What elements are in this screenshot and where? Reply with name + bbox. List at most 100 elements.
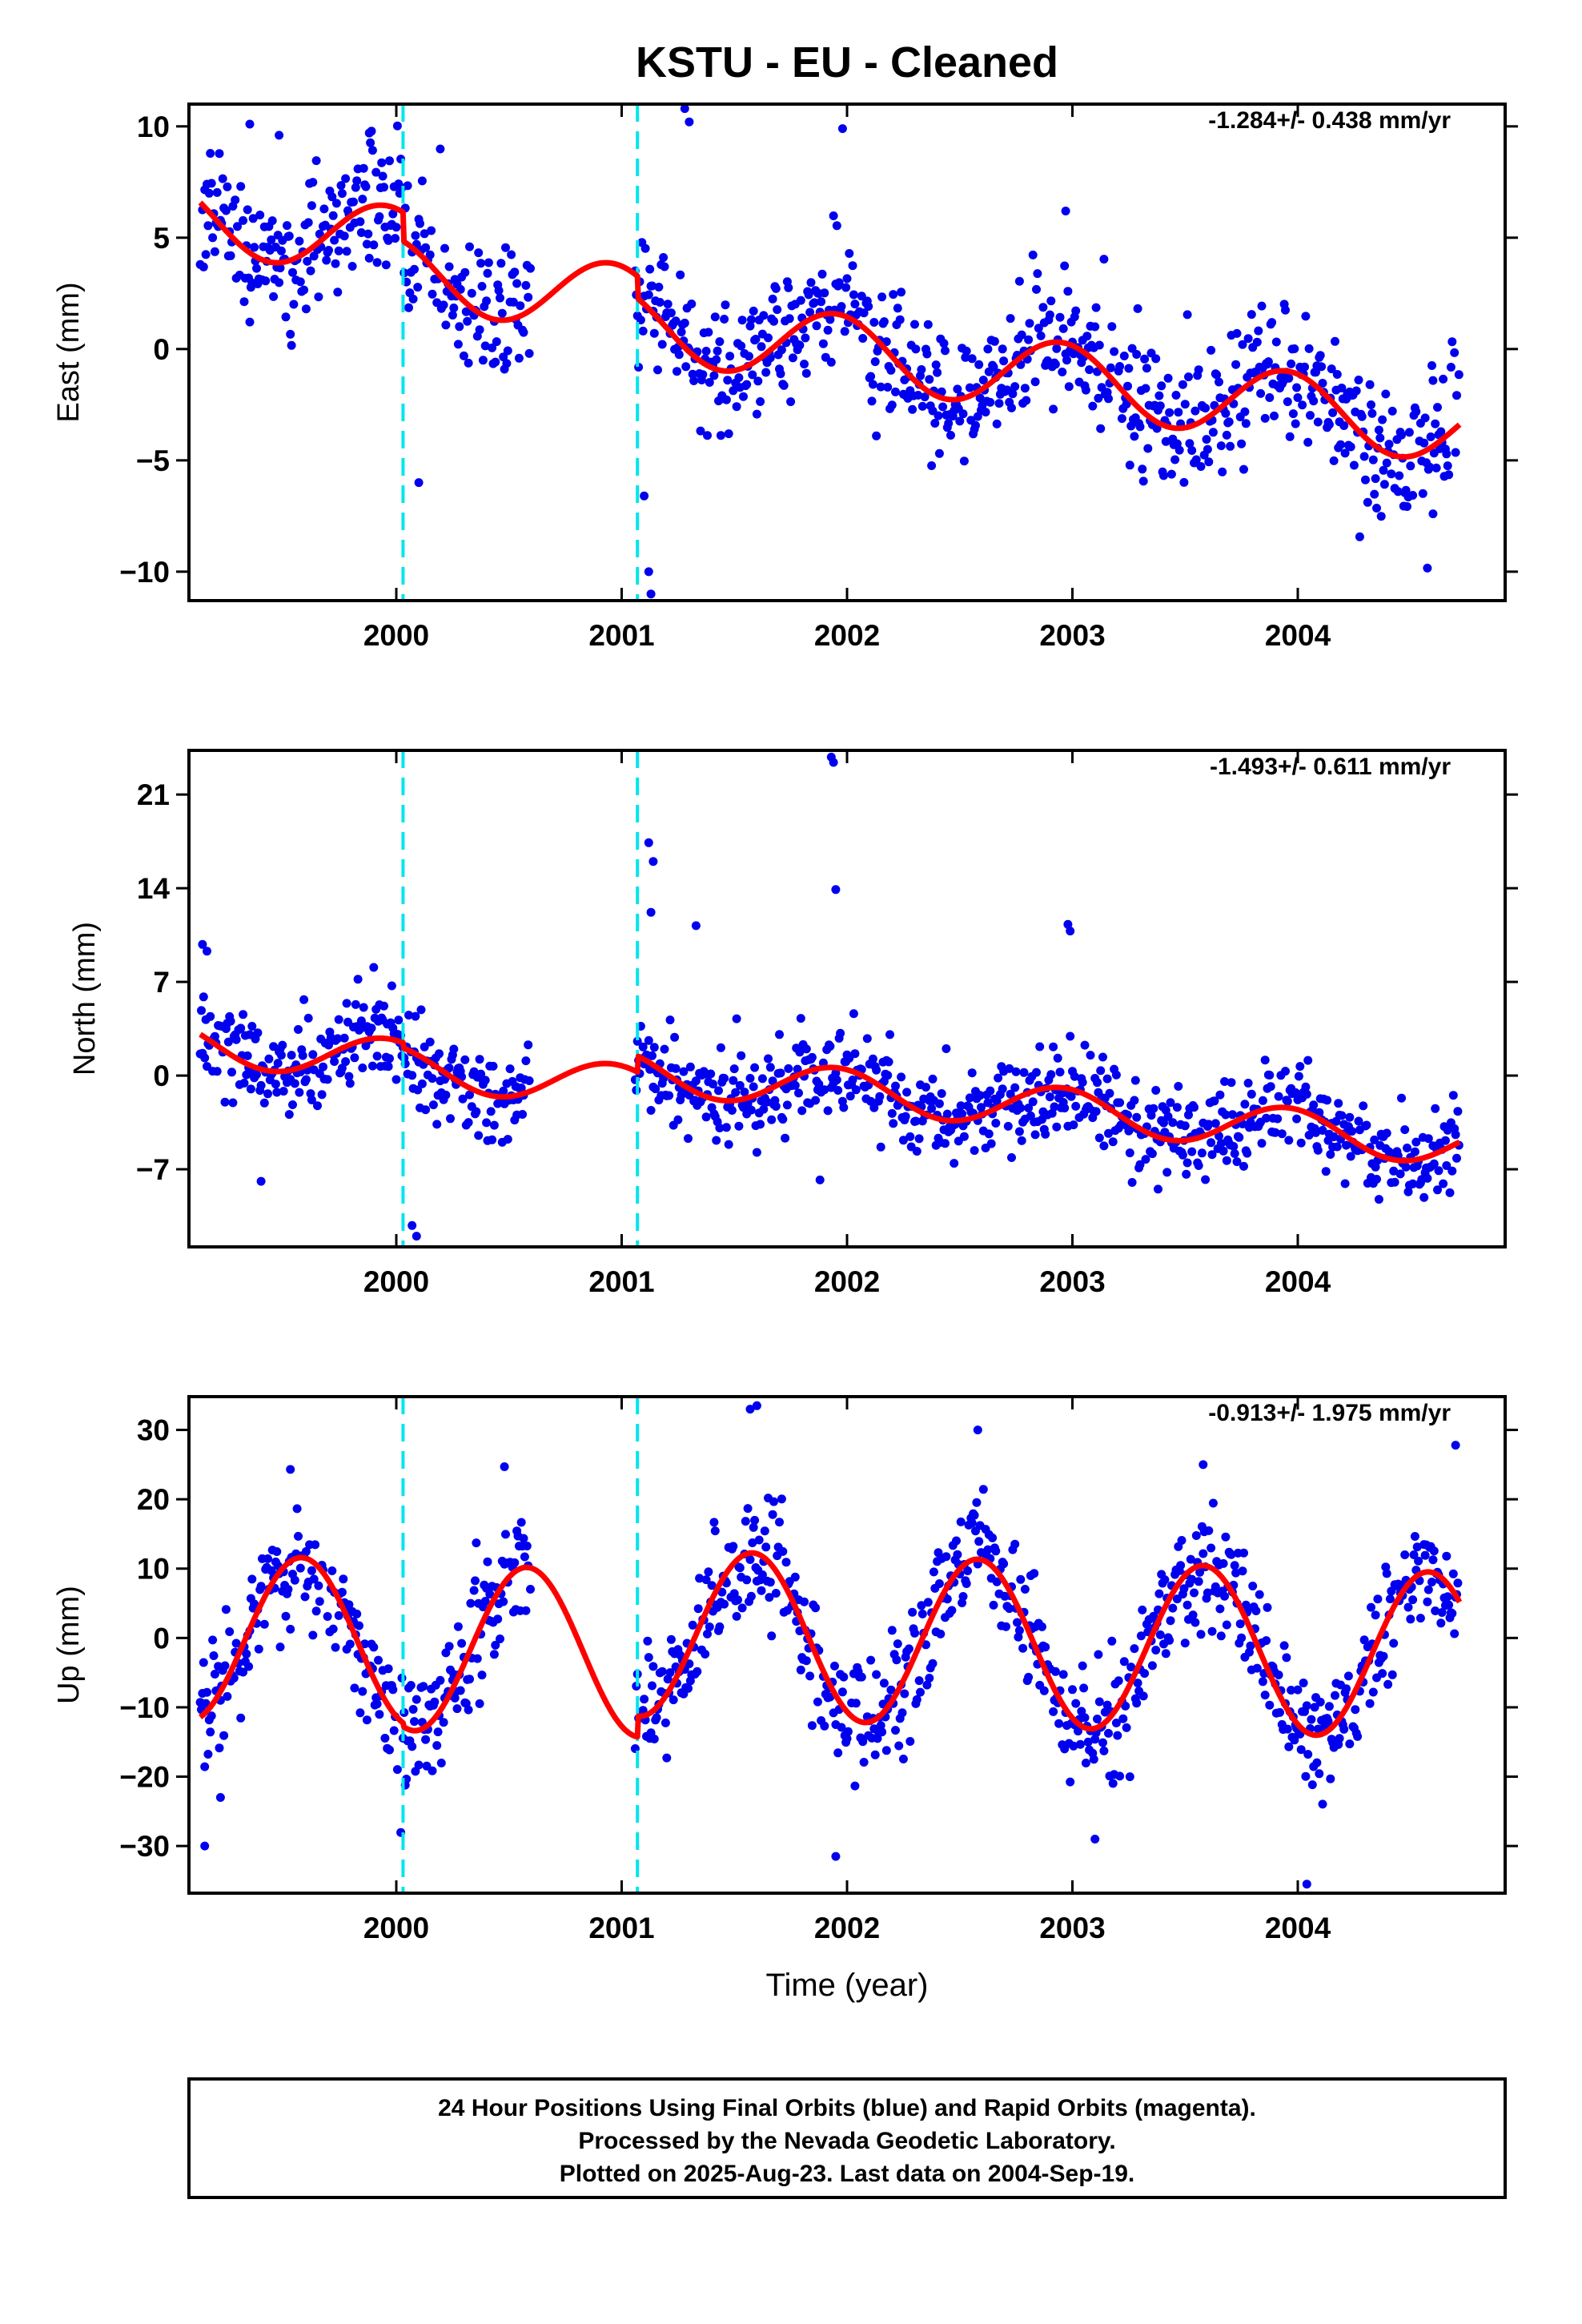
north-data-point [1439,1179,1448,1188]
north-data-point [1410,1147,1419,1156]
east-data-point [201,250,211,259]
up-data-point [452,1704,462,1714]
east-data-point [800,360,809,369]
east-data-point [306,266,315,275]
up-data-point [796,1665,805,1675]
east-data-point [330,235,339,245]
east-data-point [801,368,811,378]
north-data-point [236,1023,246,1033]
north-data-point [1066,1092,1076,1101]
up-data-point [1108,1779,1118,1788]
east-data-point [1125,460,1134,470]
east-data-point [503,346,512,356]
up-data-point [1351,1705,1360,1715]
north-data-point [921,1083,930,1092]
north-data-point [1262,1113,1271,1123]
up-data-point [648,1681,656,1691]
east-data-point [1022,396,1031,405]
north-data-point [1440,1136,1450,1145]
north-data-point [749,1082,758,1092]
north-outlier-point [256,1176,266,1186]
up-data-point [914,1676,924,1686]
north-data-point [1447,1166,1457,1176]
east-data-point [1425,462,1435,472]
east-data-point [1291,419,1300,428]
north-data-point [1060,1104,1070,1113]
up-data-point [917,1601,926,1610]
east-data-point [1062,356,1071,365]
east-data-point [1439,374,1448,384]
north-data-point [709,1080,717,1089]
north-data-point [480,1076,490,1085]
east-data-point [336,181,346,191]
east-data-point [1178,380,1187,389]
east-data-point [488,343,497,352]
up-data-point [1312,1758,1322,1767]
up-outlier-point [745,1405,755,1414]
east-data-point [1088,401,1098,411]
up-data-point [389,1726,399,1735]
east-data-point [756,397,765,406]
north-data-point [1132,1112,1142,1122]
up-data-point [741,1517,750,1526]
north-data-point [1070,1072,1079,1081]
east-data-point [324,246,333,255]
north-data-point [706,1069,716,1079]
up-data-point [892,1655,901,1665]
east-data-point [879,317,889,327]
north-data-point [1172,1103,1182,1112]
east-data-point [1293,393,1303,402]
north-data-point [965,1093,974,1103]
east-data-point [416,219,424,228]
north-data-point [273,1059,283,1068]
north-data-point [413,1085,423,1095]
east-data-point [1284,373,1294,383]
up-data-point [1248,1582,1258,1590]
east-data-point [328,211,338,220]
east-data-point [1256,388,1266,398]
up-data-point [355,1708,365,1718]
east-data-point [331,199,341,208]
east-data-point [1159,471,1168,480]
east-ytick-label: −5 [136,444,170,477]
east-data-point [379,183,388,192]
east-outlier-point [1061,207,1070,215]
east-data-point [440,243,449,253]
east-axis-label: East (mm) [52,282,86,422]
up-data-point [1115,1771,1125,1781]
east-data-point [1184,372,1193,382]
up-data-point [519,1534,528,1543]
up-data-point [1275,1707,1284,1717]
up-data-point [662,1753,672,1763]
east-data-point [1141,384,1150,393]
north-data-point [1313,1145,1323,1155]
up-data-point [857,1672,866,1682]
north-data-point [850,1049,860,1059]
east-data-point [1241,419,1251,428]
east-data-point [1063,287,1073,296]
north-data-point [1069,1120,1078,1130]
up-data-point [1168,1603,1178,1613]
up-data-point [775,1518,784,1527]
north-data-point [1130,1076,1140,1085]
north-data-point [1342,1140,1351,1150]
up-data-point [328,1624,338,1634]
north-data-point [1049,1042,1058,1051]
north-data-point [750,1063,760,1072]
up-data-point [768,1510,777,1519]
north-data-point [367,1061,377,1071]
north-data-point [1207,1150,1217,1160]
east-data-point [649,328,659,338]
up-data-point [989,1600,998,1610]
up-data-point [1255,1590,1264,1599]
north-data-point [737,1051,746,1060]
north-data-point [897,1072,906,1082]
north-data-point [1178,1150,1187,1160]
up-data-point [661,1718,670,1727]
east-data-point [1411,407,1421,416]
east-data-point [1397,430,1406,440]
up-data-point [908,1607,917,1617]
east-data-point [281,312,291,322]
up-data-point [1041,1642,1050,1652]
east-data-point [761,368,771,377]
